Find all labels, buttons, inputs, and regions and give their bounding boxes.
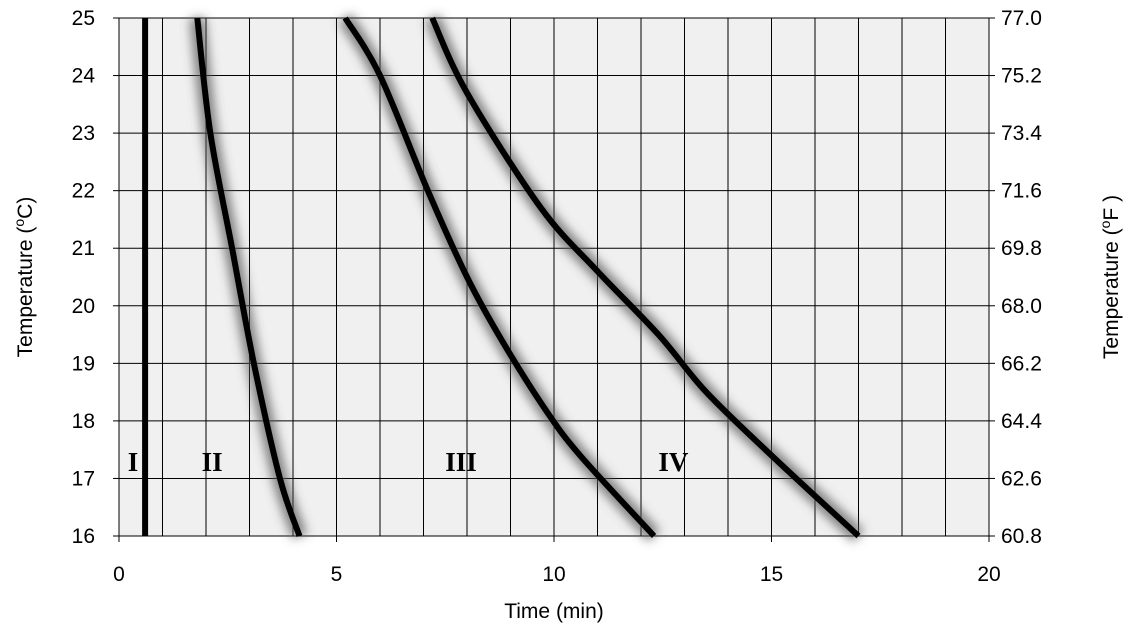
curve-label-III: III [445,447,477,477]
x-tick-label: 5 [331,563,343,586]
y-tick-label-right: 71.6 [1001,180,1042,203]
y-tick-label-right: 64.4 [1001,410,1042,433]
tick-labels: 16 17 18 19 20 21 22 23 24 25 60.8 62.6 64.4 66.2 68.0… [72,7,1043,586]
y-tick-label-left: 19 [72,352,95,375]
y-tick-label-right: 68.0 [1001,295,1042,318]
x-tick-label: 10 [542,563,565,586]
y-tick-label-left: 16 [72,525,95,548]
y-tick-label-left: 18 [72,410,95,433]
y-tick-label-right: 73.4 [1001,122,1042,145]
y-tick-label-left: 22 [72,180,95,203]
y-tick-label-left: 24 [72,65,96,88]
y-axis-title-left: Temperature (oC) [11,197,37,358]
y-tick-label-right: 62.6 [1001,467,1042,490]
curve-IV [429,16,861,539]
y-tick-label-left: 17 [72,467,95,490]
x-tick-label: 20 [977,563,1000,586]
y-tick-label-right: 75.2 [1001,65,1042,88]
y-tick-label-left: 23 [72,122,95,145]
y-axis-title-right: Temperature (oF ) [1097,195,1123,359]
y-tick-label-right: 77.0 [1001,7,1042,30]
curve-III [342,16,657,539]
y-tick-label-right: 66.2 [1001,352,1042,375]
y-tick-label-left: 25 [72,7,95,30]
curve-label-II: II [202,447,223,477]
y-tick-label-right: 60.8 [1001,525,1042,548]
x-tick-label: 15 [760,563,783,586]
curve-label-IV: IV [658,447,689,477]
x-tick-label: 0 [113,563,125,586]
y-tick-label-left: 20 [72,295,95,318]
y-tick-label-left: 21 [72,237,95,260]
curve-II [194,17,303,537]
curve-labels: I II III IV [128,447,689,477]
curves [142,13,864,542]
y-tick-label-right: 69.8 [1001,237,1042,260]
x-axis-title: Time (min) [504,600,604,623]
curve-label-I: I [128,447,139,477]
